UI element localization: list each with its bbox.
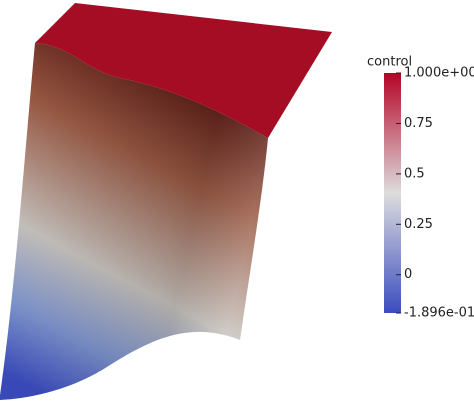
tick-label: 0.75 <box>404 116 433 131</box>
front-shade <box>0 43 268 400</box>
tick-label: 0.25 <box>404 217 433 232</box>
tick-label: 0 <box>404 267 412 282</box>
colorbar <box>384 73 401 313</box>
tick-label: 1.000e+00 <box>404 66 474 81</box>
surface <box>0 3 332 400</box>
tick-label: 0.5 <box>404 166 425 181</box>
top-face <box>35 3 332 138</box>
colorbar-title: control <box>367 55 412 70</box>
tick-label: -1.896e-01 <box>404 306 474 321</box>
